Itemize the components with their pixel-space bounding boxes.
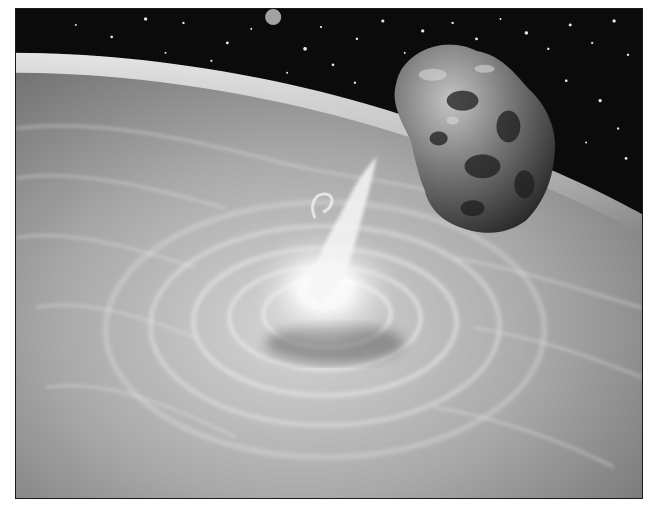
asteroid-impact-illustration: [16, 9, 642, 498]
star-field: [74, 17, 630, 160]
distant-moon: [265, 9, 282, 25]
illustration-frame: [15, 8, 643, 499]
impact-plume: [307, 156, 377, 306]
planet-limb-glow: [16, 52, 642, 235]
ejecta-wisp: [311, 192, 334, 219]
asteroid: [394, 44, 556, 233]
